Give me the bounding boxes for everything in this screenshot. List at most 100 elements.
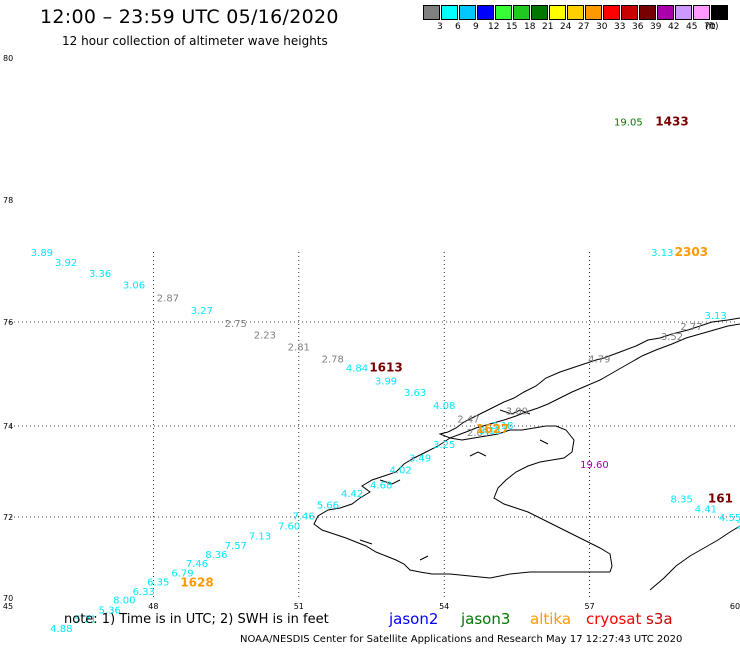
scale-swatch (477, 5, 494, 20)
coastline-east-mainland (649, 525, 740, 591)
scale-swatch (495, 5, 512, 20)
wave-height-value: 2.78 (322, 355, 344, 366)
wave-height-value: 4.08 (433, 401, 455, 412)
graticule (10, 252, 735, 598)
wave-height-value: 2.87 (157, 293, 179, 304)
scale-swatch (585, 5, 602, 20)
scale-swatch (459, 5, 476, 20)
scale-label: 6 (455, 22, 461, 32)
wave-height-value: 4.84 (346, 363, 368, 374)
wave-height-value: 7.57 (225, 541, 247, 552)
wave-height-value: 3.89 (31, 248, 53, 259)
wave-height-value: 2.03 (467, 428, 489, 439)
scale-label: 30 (596, 22, 608, 32)
wave-height-value: 5.66 (317, 500, 339, 511)
lon-tick-label: 57 (585, 602, 595, 611)
lat-tick-label: 72 (3, 513, 13, 522)
scale-label: 42 (668, 22, 680, 32)
pass-time-label: 1627 (476, 422, 509, 436)
wave-height-value: 4.42 (341, 489, 363, 500)
wave-height-value: 8.00 (113, 596, 135, 607)
lon-tick-label: 48 (148, 602, 158, 611)
lon-tick-label: 45 (3, 602, 13, 611)
wave-height-value: 5.21 (74, 614, 96, 625)
lon-tick-label: 51 (294, 602, 304, 611)
wave-height-value: 3.13 (651, 248, 673, 259)
wave-height-value: 3.13 (704, 311, 726, 322)
pass-time-label: 2303 (675, 245, 708, 259)
satellite-legend-cryosat: cryosat (586, 610, 642, 628)
wave-height-value: 6.35 (147, 577, 169, 588)
coastline-north-island (438, 317, 740, 439)
wave-height-value: 3.92 (55, 258, 77, 269)
lat-tick-label: 74 (3, 422, 13, 431)
scale-unit: (ft) (705, 22, 719, 32)
scale-swatch (675, 5, 692, 20)
wave-height-value: 3.36 (89, 269, 111, 280)
wave-height-value: 3.99 (375, 376, 397, 387)
wave-height-value: 4.88 (50, 624, 72, 635)
scale-label: 45 (686, 22, 698, 32)
wave-height-value: 2.77 (680, 322, 702, 333)
lat-tick-label: 80 (3, 54, 13, 63)
satellite-legend-altika: altika (530, 610, 572, 628)
scale-label: 18 (524, 22, 536, 32)
wave-height-value: 2 (737, 520, 740, 531)
wave-height-points: 3.893.92 3.36 3.06 2.87 3.27 2.75 2.23 2.81 2.78… (31, 117, 740, 635)
scale-label: 15 (506, 22, 518, 32)
wave-height-value: 3.27 (191, 306, 213, 317)
wave-height-value: 7.13 (249, 532, 271, 543)
scale-swatch (693, 5, 710, 20)
scale-swatch (531, 5, 548, 20)
lat-tick-label: 76 (3, 318, 13, 327)
wave-height-value: 2.47 (457, 414, 479, 425)
wave-height-value: 4.55 (719, 513, 740, 524)
scale-swatch (603, 5, 620, 20)
coastline-strait-inner (449, 425, 613, 573)
wave-height-value: 3.18 (491, 421, 513, 432)
scale-label: 27 (578, 22, 590, 32)
scale-label: 9 (473, 22, 479, 32)
scale-swatch (639, 5, 656, 20)
scale-label: 21 (542, 22, 554, 32)
pass-time-label: 1613 (369, 360, 402, 374)
lat-tick-label: 78 (3, 196, 13, 205)
pass-time-label: 1433 (655, 114, 688, 128)
scale-swatch (423, 5, 440, 20)
wave-height-value: 4.68 (370, 480, 392, 491)
wave-height-value: 8.35 (671, 494, 693, 505)
scale-label: 12 (488, 22, 500, 32)
wave-height-value: 7.46 (293, 511, 315, 522)
pass-time-labels: 1613 1627 1628 1433 2303 161 (180, 114, 733, 589)
wave-height-value: 3.52 (661, 332, 683, 343)
wave-height-value: 4.79 (588, 355, 610, 366)
satellite-legend-s3a: s3a (646, 610, 673, 628)
map-title: 12:00 – 23:59 UTC 05/16/2020 (40, 6, 339, 28)
wave-height-value: 4.02 (389, 465, 411, 476)
scale-swatch (549, 5, 566, 20)
satellite-legend-jason2: jason2 (389, 610, 439, 628)
coastline (313, 317, 740, 591)
wave-height-value: 3.11 (479, 426, 501, 437)
wave-height-value: 3.06 (123, 280, 145, 291)
lat-tick-label: 70 (3, 594, 13, 603)
wave-height-value: 7.46 (186, 559, 208, 570)
scale-swatch (621, 5, 638, 20)
wave-height-value: 3.00 (506, 407, 528, 418)
footer-credit: NOAA/NESDIS Center for Satellite Applica… (240, 634, 683, 645)
coastline-islets (359, 409, 549, 561)
wave-height-value: 19.05 (614, 117, 643, 128)
scale-label: 33 (614, 22, 626, 32)
wave-height-value: 5.36 (99, 605, 121, 616)
scale-label: 70 (704, 22, 716, 32)
wave-height-value: 2.81 (288, 343, 310, 354)
wave-height-value: 7.60 (278, 522, 300, 533)
pass-time-label: 1628 (180, 576, 213, 590)
scale-label: 39 (650, 22, 662, 32)
scale-label: 24 (560, 22, 572, 32)
scale-label: 36 (632, 22, 644, 32)
wave-height-value: 3.25 (433, 440, 455, 451)
footnote: note: 1) Time is in UTC; 2) SWH is in fe… (64, 612, 329, 627)
coastline-south-island (313, 437, 610, 579)
